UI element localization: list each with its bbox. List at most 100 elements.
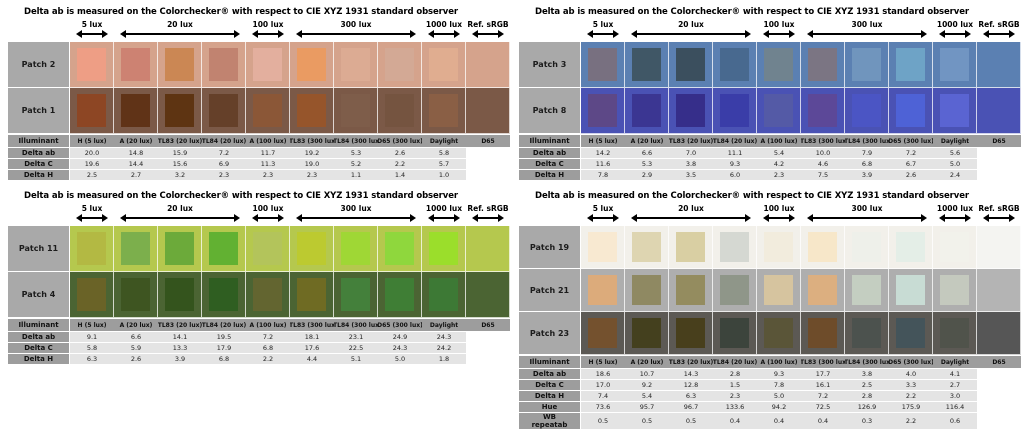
arrow-line	[767, 217, 791, 219]
metric-value-cell: 2.2	[889, 413, 933, 429]
metric-row: Delta H 2.5 2.7 3.2 2.3 2.3 2.3 1.1 1.4 1.0	[8, 170, 510, 180]
metric-value-cell: 0.5	[581, 413, 625, 429]
metric-value-cell: 2.2	[246, 354, 290, 364]
arrow-head-right	[921, 30, 927, 38]
patch-cell	[669, 312, 713, 355]
metric-value-cell: 1.1	[334, 170, 378, 180]
patch-cell	[757, 226, 801, 269]
patch-cell	[845, 269, 889, 312]
metric-value-cell: 16.1	[801, 380, 845, 390]
metric-value-cell: 9.3	[713, 159, 757, 169]
patch-row: Patch 21	[519, 269, 1021, 312]
patch-swatch	[385, 232, 414, 265]
patch-swatch	[852, 318, 881, 348]
illuminant-header-cell: TL84 (300 lux	[845, 356, 889, 368]
lux-label: 100 lux	[763, 204, 795, 213]
patch-label: Patch 19	[519, 226, 581, 269]
metric-value-cell: 2.2	[889, 391, 933, 401]
patch-swatch	[808, 318, 837, 348]
lux-arrow-group: 300 lux	[801, 204, 933, 226]
lux-label: Ref. sRGB	[978, 20, 1020, 29]
patch-swatch	[720, 275, 749, 305]
arrow-line	[591, 33, 615, 35]
patch-swatch	[808, 232, 837, 262]
illuminant-header-cell: TL83 (300 lux	[290, 135, 334, 147]
patch-swatch	[253, 94, 282, 127]
lux-arrow-group: 5 lux	[581, 20, 625, 42]
double-arrow-icon	[763, 30, 795, 39]
patch-row: Patch 19	[519, 226, 1021, 269]
illuminant-header-cell: D65 (300 lux)	[378, 319, 422, 331]
metric-value-cell: 13.3	[158, 343, 202, 353]
reference-srgb-swatch	[977, 226, 1021, 269]
double-arrow-icon	[807, 214, 927, 223]
panel-title: Delta ab is measured on the Colorchecker…	[24, 7, 458, 17]
lux-label: 100 lux	[252, 20, 284, 29]
arrow-line	[811, 33, 923, 35]
panel-patch19-21-23: Delta ab is measured on the Colorchecker…	[519, 188, 1021, 429]
metric-label: Delta C	[8, 343, 70, 353]
illuminant-header-cell: Daylight	[422, 135, 466, 147]
metric-value-cell: 19.0	[290, 159, 334, 169]
patch-label: Patch 11	[8, 226, 70, 272]
patch-cell	[246, 226, 290, 272]
lux-label: 1000 lux	[425, 204, 463, 213]
metric-value-cell: 14.1	[158, 332, 202, 342]
metric-value-cell: 72.5	[801, 402, 845, 412]
metric-value-cell: 7.0	[669, 148, 713, 158]
metric-empty-cell	[977, 380, 1021, 390]
illuminant-header-cell: D65 (300 lux)	[889, 135, 933, 147]
arrow-head-right	[613, 30, 619, 38]
metric-value-cell: 5.6	[933, 148, 977, 158]
lux-arrow-group: 5 lux	[70, 204, 114, 226]
patch-cell	[581, 269, 625, 312]
metric-row: Delta ab 14.2 6.6 7.0 11.1 5.4 10.0 7.9 7.2 5.6	[519, 148, 1021, 158]
arrow-line	[256, 217, 280, 219]
patch-swatch	[588, 232, 617, 262]
double-arrow-icon	[631, 214, 751, 223]
double-arrow-icon	[76, 30, 108, 39]
metric-value-cell: 10.7	[625, 369, 669, 379]
patch-swatch	[297, 232, 326, 265]
patch-cell	[669, 269, 713, 312]
reference-srgb-swatch	[977, 269, 1021, 312]
panel-patch11-patch4: Delta ab is measured on the Colorchecker…	[8, 188, 510, 364]
patch-swatch	[209, 278, 238, 311]
patch-swatch	[165, 48, 194, 81]
arrow-line	[300, 217, 412, 219]
metric-value-cell: 126.9	[845, 402, 889, 412]
metric-value-cell: 2.3	[290, 170, 334, 180]
illuminant-header-cell: A (20 lux)	[625, 356, 669, 368]
double-arrow-icon	[252, 214, 284, 223]
metric-value-cell: 0.5	[625, 413, 669, 429]
patch-swatch	[896, 318, 925, 348]
patch-swatch	[720, 232, 749, 262]
illuminant-header-cell: TL84 (20 lux)	[713, 135, 757, 147]
metric-value-cell: 5.9	[114, 343, 158, 353]
patch-cell	[625, 312, 669, 355]
arrow-line	[767, 33, 791, 35]
patch-swatch	[764, 275, 793, 305]
double-arrow-icon	[296, 30, 416, 39]
patch-cell	[422, 42, 466, 88]
patch-swatch	[632, 318, 661, 348]
metric-value-cell: 5.4	[625, 391, 669, 401]
metric-label: Delta C	[519, 159, 581, 169]
patch-row: Patch 8	[519, 88, 1021, 134]
arrow-head-right	[1009, 30, 1015, 38]
patch-cell	[933, 42, 977, 88]
metric-value-cell: 0.4	[713, 413, 757, 429]
lux-arrow-group: 1000 lux	[933, 204, 977, 226]
metric-label: WB repeatab	[519, 413, 581, 429]
patch-cell	[801, 312, 845, 355]
metric-value-cell: 3.0	[933, 391, 977, 401]
metric-value-cell: 2.6	[889, 170, 933, 180]
patch-cell	[889, 312, 933, 355]
patch-cell	[290, 42, 334, 88]
metric-value-cell: 5.8	[70, 343, 114, 353]
illuminant-header-cell: D65 (300 lux)	[378, 135, 422, 147]
metric-value-cell: 24.3	[422, 332, 466, 342]
metric-value-cell: 22.5	[334, 343, 378, 353]
patch-swatch	[852, 94, 881, 127]
patch-cell	[713, 226, 757, 269]
